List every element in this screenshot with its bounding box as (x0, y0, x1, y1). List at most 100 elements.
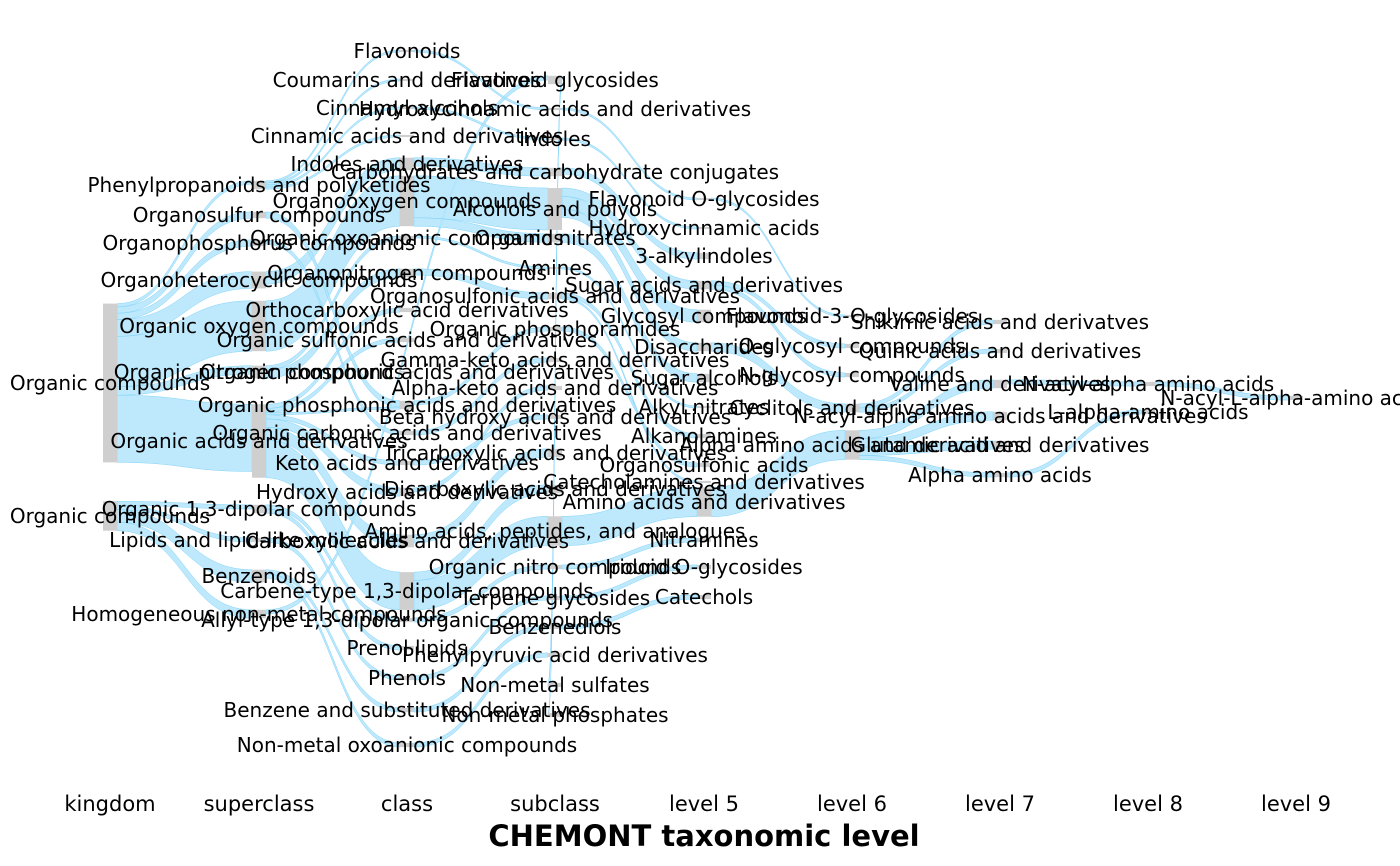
node-bar-2 (252, 180, 266, 190)
node-bar-48 (548, 484, 562, 494)
node-label-53: Phenylpyruvic acid derivatives (402, 643, 708, 667)
node-bar-16 (400, 134, 414, 138)
node-label-83: L-alpha-amino acids (1047, 400, 1248, 424)
flow-40-62 (561, 233, 698, 383)
node-label-59: Sugar acids and derivatives (565, 273, 843, 297)
node-label-38: Carbohydrates and carbohydrate conjugate… (331, 160, 779, 184)
node-bar-7 (252, 365, 266, 379)
node-label-54: Non-metal sulfates (460, 673, 649, 697)
node-label-49: Amino acids, peptides, and analogues (365, 519, 746, 543)
node-label-1: Organic compounds (10, 504, 210, 528)
node-label-42: Organosulfonic acids and derivatives (370, 284, 740, 308)
node-label-73: N-glycosyl compounds (739, 363, 965, 387)
node-label-50: Organic nitro compounds (429, 555, 682, 579)
x-axis: kingdom superclass class subclass level 5 lev… (64, 792, 1331, 816)
node-bar-79 (993, 411, 1007, 421)
node-bar-50 (548, 564, 562, 570)
node-bar-9 (252, 504, 266, 514)
node-bar-37 (548, 137, 562, 141)
node-bar-46 (548, 414, 562, 420)
node-bar-4 (252, 239, 266, 247)
node-label-26: Keto acids and derivatives (275, 451, 539, 475)
node-label-18: Organooxygen compounds (273, 189, 542, 213)
node-bar-75 (845, 430, 859, 460)
node-bar-41 (548, 266, 562, 270)
flow-61-74 (710, 342, 846, 413)
axis-tick-level-5: level 5 (669, 792, 739, 816)
node-bar-45 (548, 385, 562, 391)
node-label-47: Tricarboxylic acids and derivatives (382, 441, 727, 465)
node-bar-43 (548, 326, 562, 332)
node-bar-19 (400, 235, 414, 241)
flow-2-14 (265, 78, 401, 186)
node-label-37: Indoles (519, 127, 591, 151)
node-bar-84 (1289, 395, 1303, 401)
node-bar-69 (697, 564, 711, 570)
node-label-21: Orthocarboxylic acid derivatives (245, 298, 568, 322)
node-label-56: Flavonoid O-glycosides (588, 187, 819, 211)
node-bar-1 (103, 501, 117, 531)
axis-tick-level-9: level 9 (1261, 792, 1331, 816)
node-bar-6 (252, 300, 266, 352)
flow-39-59 (561, 187, 698, 290)
label-layer: Organic compounds Organic compounds Phenyl… (10, 39, 1400, 757)
node-bar-51 (548, 595, 562, 601)
node-label-19: Organic oxoanionic compounds (250, 226, 564, 250)
axis-tick-subclass: subclass (510, 792, 600, 816)
node-label-12: Homogeneous non-metal compounds (71, 602, 446, 626)
node-bar-77 (993, 348, 1007, 354)
node-bar-29 (400, 572, 414, 610)
node-label-15: Cinnamyl alcohols (316, 96, 498, 120)
node-label-45: Alpha-keto acids and derivatives (392, 376, 719, 400)
node-label-68: Nitramines (649, 528, 758, 552)
node-bar-26 (400, 460, 414, 466)
node-bar-21 (400, 307, 414, 313)
node-label-25: Organic carbonic acids and derivatives (212, 421, 601, 445)
node-label-67: Amino acids and derivatives (562, 490, 845, 514)
node-label-69: Iridoid O-glycosides (605, 555, 802, 579)
node-bar-40 (548, 233, 562, 243)
node-label-24: Organic phosphonic acids and derivatives (198, 393, 616, 417)
node-label-17: Indoles and derivatives (291, 152, 524, 176)
node-label-13: Flavonoids (354, 39, 461, 63)
node-bar-78 (993, 379, 1007, 389)
axis-tick-level-7: level 7 (965, 792, 1035, 816)
axis-tick-superclass: superclass (204, 792, 315, 816)
node-label-41: Amines (518, 256, 592, 280)
x-axis-title: CHEMONT taxonomic level (488, 819, 919, 853)
flow-8-24 (265, 406, 401, 416)
node-bar-55 (548, 712, 562, 718)
node-bar-71 (845, 314, 859, 318)
node-bar-70 (697, 594, 711, 600)
node-bar-66 (697, 480, 711, 484)
node-bar-13 (400, 49, 414, 53)
node-label-16: Cinnamic acids and derivatives (251, 124, 564, 148)
node-label-75: Alpha amino acids and derivatives (680, 433, 1025, 457)
node-label-2: Phenylpropanoids and polyketides (87, 173, 430, 197)
node-bar-44 (548, 357, 562, 363)
node-label-7: Organic nitrogen compounds (114, 360, 404, 384)
node-bar-42 (548, 292, 562, 300)
node-bar-33 (400, 707, 414, 713)
node-bar-36 (548, 107, 562, 111)
node-label-29: Carbene-type 1,3-dipolar compounds (220, 579, 593, 603)
node-bar-23 (400, 371, 414, 373)
node-label-10: Lipids and lipid-like molecules (109, 528, 409, 552)
node-bar-20 (400, 268, 414, 278)
axis-tick-kingdom: kingdom (64, 792, 155, 816)
node-label-11: Benzenoids (201, 564, 316, 588)
node-bar-15 (400, 106, 414, 110)
node-bar-11 (252, 569, 266, 583)
node-bar-81 (993, 472, 1007, 478)
node-label-79: N-acyl-alpha amino acids and derivatives (793, 404, 1207, 428)
node-label-81: Alpha amino acids (908, 463, 1092, 487)
node-label-62: Sugar alcohols (631, 366, 778, 390)
node-label-32: Phenols (368, 666, 446, 690)
node-label-14: Coumarins and derivatives (273, 68, 542, 92)
node-bar-28 (400, 534, 414, 548)
node-label-9: Organic 1,3-dipolar compounds (102, 497, 417, 521)
node-bar-58 (697, 252, 711, 260)
node-label-0: Organic compounds (10, 371, 210, 395)
node-bar-49 (548, 516, 562, 546)
node-label-51: Terpene glycosides (459, 586, 650, 610)
